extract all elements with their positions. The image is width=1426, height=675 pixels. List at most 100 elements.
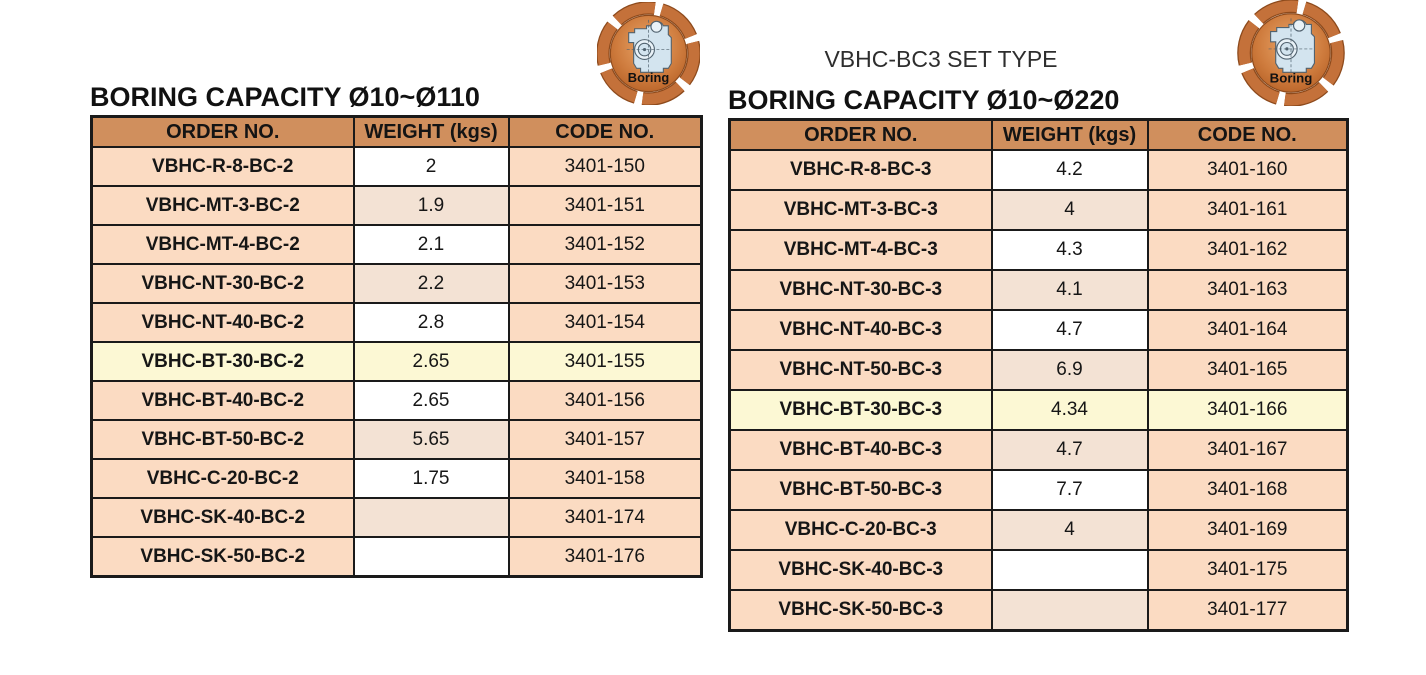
code-no-cell: 3401-161	[1146, 189, 1349, 231]
order-no-header: ORDER NO.	[90, 115, 355, 148]
weight-cell: 2	[352, 146, 510, 187]
table-header-row: ORDER NO. WEIGHT (kgs) CODE NO.	[728, 118, 1349, 151]
order-no-cell: VBHC-MT-3-BC-2	[90, 185, 355, 226]
boring-head-drawing-icon	[626, 19, 672, 80]
order-no-cell: VBHC-C-20-BC-3	[728, 509, 993, 551]
order-no-cell: VBHC-MT-4-BC-2	[90, 224, 355, 265]
weight-cell: 4.2	[990, 149, 1149, 191]
table-row: VBHC-NT-50-BC-3 6.9 3401-165	[728, 349, 1349, 391]
order-no-cell: VBHC-C-20-BC-2	[90, 458, 355, 499]
code-no-cell: 3401-168	[1146, 469, 1349, 511]
code-no-cell: 3401-154	[507, 302, 703, 343]
table-row: VBHC-SK-40-BC-3 3401-175	[728, 549, 1349, 591]
order-no-cell: VBHC-NT-30-BC-2	[90, 263, 355, 304]
weight-cell: 2.65	[352, 341, 510, 382]
order-no-cell: VBHC-MT-3-BC-3	[728, 189, 993, 231]
table-row: VBHC-MT-4-BC-2 2.1 3401-152	[90, 224, 703, 265]
weight-cell	[990, 549, 1149, 591]
table-row: VBHC-NT-40-BC-3 4.7 3401-164	[728, 309, 1349, 351]
weight-cell	[352, 497, 510, 538]
code-no-cell: 3401-177	[1146, 589, 1349, 632]
code-no-cell: 3401-166	[1146, 389, 1349, 431]
table-header-row: ORDER NO. WEIGHT (kgs) CODE NO.	[90, 115, 703, 148]
order-no-cell: VBHC-BT-40-BC-3	[728, 429, 993, 471]
table-row: VBHC-MT-3-BC-2 1.9 3401-151	[90, 185, 703, 226]
table-row: VBHC-BT-40-BC-3 4.7 3401-167	[728, 429, 1349, 471]
table-row: VBHC-NT-40-BC-2 2.8 3401-154	[90, 302, 703, 343]
code-no-cell: 3401-151	[507, 185, 703, 226]
weight-cell: 1.9	[352, 185, 510, 226]
boring-badge-label: Boring	[1270, 71, 1313, 86]
order-no-cell: VBHC-NT-30-BC-3	[728, 269, 993, 311]
order-no-cell: VBHC-BT-50-BC-3	[728, 469, 993, 511]
table-row: VBHC-R-8-BC-2 2 3401-150	[90, 146, 703, 187]
weight-cell: 6.9	[990, 349, 1149, 391]
weight-cell: 7.7	[990, 469, 1149, 511]
code-no-cell: 3401-164	[1146, 309, 1349, 351]
code-no-cell: 3401-150	[507, 146, 703, 187]
order-no-cell: VBHC-BT-40-BC-2	[90, 380, 355, 421]
table-row: VBHC-MT-3-BC-3 4 3401-161	[728, 189, 1349, 231]
weight-cell: 2.1	[352, 224, 510, 265]
table-row: VBHC-R-8-BC-3 4.2 3401-160	[728, 149, 1349, 191]
table-row: VBHC-SK-40-BC-2 3401-174	[90, 497, 703, 538]
order-no-cell: VBHC-SK-50-BC-3	[728, 589, 993, 632]
code-no-cell: 3401-174	[507, 497, 703, 538]
table-row: VBHC-BT-50-BC-2 5.65 3401-157	[90, 419, 703, 460]
order-no-cell: VBHC-SK-40-BC-3	[728, 549, 993, 591]
table-row: VBHC-BT-50-BC-3 7.7 3401-168	[728, 469, 1349, 511]
weight-cell: 4	[990, 509, 1149, 551]
set-type-label: VBHC-BC3 SET TYPE	[824, 46, 1058, 72]
order-no-cell: VBHC-NT-40-BC-3	[728, 309, 993, 351]
weight-header: WEIGHT (kgs)	[352, 115, 510, 148]
table-row: VBHC-NT-30-BC-2 2.2 3401-153	[90, 263, 703, 304]
code-no-cell: 3401-157	[507, 419, 703, 460]
order-no-cell: VBHC-SK-50-BC-2	[90, 536, 355, 578]
boring-capacity-table-bc2: ORDER NO. WEIGHT (kgs) CODE NO. VBHC-R-8…	[90, 115, 703, 578]
weight-cell: 5.65	[352, 419, 510, 460]
weight-cell: 4.7	[990, 309, 1149, 351]
weight-cell	[990, 589, 1149, 632]
order-no-cell: VBHC-BT-30-BC-2	[90, 341, 355, 382]
table-row: VBHC-BT-40-BC-2 2.65 3401-156	[90, 380, 703, 421]
order-no-cell: VBHC-BT-50-BC-2	[90, 419, 355, 460]
order-no-cell: VBHC-SK-40-BC-2	[90, 497, 355, 538]
boring-head-drawing-icon	[1268, 18, 1316, 80]
weight-cell: 2.2	[352, 263, 510, 304]
code-no-cell: 3401-169	[1146, 509, 1349, 551]
weight-cell: 4.1	[990, 269, 1149, 311]
order-no-cell: VBHC-MT-4-BC-3	[728, 229, 993, 271]
boring-capacity-table-bc3: ORDER NO. WEIGHT (kgs) CODE NO. VBHC-R-8…	[728, 118, 1349, 632]
left-table-title: BORING CAPACITY Ø10~Ø110	[90, 82, 480, 112]
table-row: VBHC-BT-30-BC-3 4.34 3401-166	[728, 389, 1349, 431]
weight-cell: 2.8	[352, 302, 510, 343]
weight-cell: 2.65	[352, 380, 510, 421]
weight-cell: 4.7	[990, 429, 1149, 471]
code-no-cell: 3401-176	[507, 536, 703, 578]
code-no-cell: 3401-155	[507, 341, 703, 382]
order-no-cell: VBHC-BT-30-BC-3	[728, 389, 993, 431]
weight-cell: 4.3	[990, 229, 1149, 271]
code-no-header: CODE NO.	[507, 115, 703, 148]
table-row: VBHC-C-20-BC-3 4 3401-169	[728, 509, 1349, 551]
order-no-cell: VBHC-NT-40-BC-2	[90, 302, 355, 343]
table-row: VBHC-SK-50-BC-3 3401-177	[728, 589, 1349, 632]
code-no-cell: 3401-156	[507, 380, 703, 421]
code-no-cell: 3401-167	[1146, 429, 1349, 471]
order-no-cell: VBHC-R-8-BC-2	[90, 146, 355, 187]
table-row: VBHC-MT-4-BC-3 4.3 3401-162	[728, 229, 1349, 271]
boring-badge-icon: Boring	[597, 2, 700, 105]
table-row: VBHC-C-20-BC-2 1.75 3401-158	[90, 458, 703, 499]
weight-cell: 4.34	[990, 389, 1149, 431]
table-row: VBHC-NT-30-BC-3 4.1 3401-163	[728, 269, 1349, 311]
order-no-cell: VBHC-R-8-BC-3	[728, 149, 993, 191]
order-no-header: ORDER NO.	[728, 118, 993, 151]
code-no-cell: 3401-152	[507, 224, 703, 265]
right-table-title: BORING CAPACITY Ø10~Ø220	[728, 85, 1120, 115]
table-row: VBHC-SK-50-BC-2 3401-176	[90, 536, 703, 578]
boring-badge-label: Boring	[628, 70, 669, 85]
weight-cell: 1.75	[352, 458, 510, 499]
code-no-cell: 3401-163	[1146, 269, 1349, 311]
code-no-cell: 3401-160	[1146, 149, 1349, 191]
